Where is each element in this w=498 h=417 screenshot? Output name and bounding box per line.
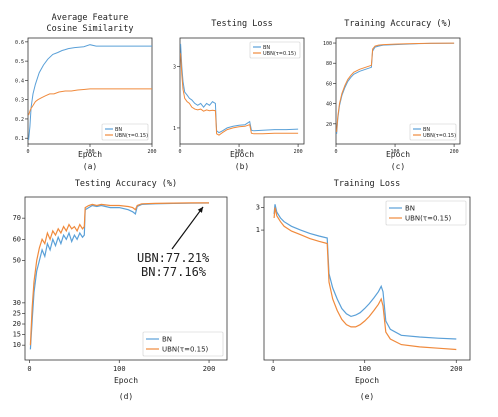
series-line-bn — [273, 204, 457, 340]
y-tick-label: 20 — [13, 320, 21, 328]
legend-label-bn: BN — [423, 127, 430, 133]
chart-title: Average Feature — [52, 13, 129, 23]
legend-box — [142, 331, 224, 357]
y-tick-label: 3 — [173, 65, 176, 71]
chart-title: Training Accuracy (%) — [344, 19, 451, 29]
series-line-bn — [336, 42, 455, 134]
legend-box — [385, 200, 467, 226]
x-tick-label: 0 — [178, 149, 181, 155]
final-accuracy-annotation: UBN:77.21%BN:77.16% — [137, 206, 210, 279]
legend-box — [249, 41, 301, 59]
y-tick-label: 0.3 — [15, 98, 24, 104]
annotation-arrow — [171, 206, 204, 250]
x-axis-label: Epoch — [230, 150, 254, 159]
chart-title: Cosine Similarity — [47, 24, 134, 34]
series-line-ubn — [28, 88, 152, 116]
chart-b: Testing Loss 0 100 200 1 3 Epoch (b) BNUBN(τ=0.1… — [173, 19, 305, 171]
panel-caption: (d) — [119, 392, 133, 401]
series-line-bn — [180, 43, 299, 134]
y-tick-label: 15 — [13, 331, 21, 339]
legend-label-bn: BN — [115, 127, 122, 133]
legend-label-ubn: UBN(τ=0.15) — [423, 133, 456, 139]
y-tick-label: 30 — [13, 299, 21, 307]
y-tick-label: 0.2 — [15, 117, 24, 123]
y-tick-label: 3 — [256, 204, 260, 212]
plot-frame — [263, 196, 471, 361]
y-tick-label: 10 — [13, 341, 21, 349]
y-tick-label: 100 — [323, 41, 332, 47]
y-tick-label: 80 — [326, 61, 332, 67]
series-line-ubn — [336, 42, 455, 132]
y-tick-label: 60 — [326, 81, 332, 87]
y-tick-label: 20 — [326, 122, 332, 128]
x-tick-label: 200 — [147, 149, 156, 155]
annotation-arrowhead — [197, 206, 204, 213]
legend-box — [101, 123, 149, 141]
annotation-ubn-text: UBN:77.21% — [137, 251, 210, 265]
x-axis-label: Epoch — [386, 150, 410, 159]
x-tick-label: 100 — [391, 149, 400, 155]
y-tick-label: 70 — [13, 214, 21, 222]
y-tick-label: 0.1 — [15, 136, 24, 142]
legend-label-bn: BN — [162, 336, 172, 344]
x-tick-label: 100 — [85, 149, 94, 155]
series-line-ubn — [180, 53, 299, 136]
panel-caption: (e) — [360, 392, 374, 401]
y-tick-label: 0.4 — [15, 78, 24, 84]
legend-label-ubn: UBN(τ=0.15) — [162, 346, 209, 354]
y-tick-label: 25 — [13, 309, 21, 317]
x-tick-label: 100 — [113, 365, 126, 373]
plot-frame — [24, 196, 228, 361]
panel-caption: (a) — [83, 162, 97, 171]
x-axis-label: Epoch — [78, 150, 102, 159]
x-tick-label: 100 — [235, 149, 244, 155]
y-tick-label: 0.5 — [15, 59, 24, 65]
series-line-bn — [28, 44, 152, 141]
panel-caption: (b) — [235, 162, 249, 171]
y-tick-label: 60 — [13, 235, 21, 243]
x-tick-label: 200 — [450, 365, 463, 373]
chart-e: Training Loss 0 100 200 1 3 Epoch (e) BN UBN(τ=0.… — [256, 179, 471, 401]
chart-d: Testing Accuracy (%) 0 100 200 10 15 20 25 30 50 6… — [13, 179, 228, 401]
y-tick-label: 50 — [13, 257, 21, 265]
x-tick-label: 200 — [203, 365, 216, 373]
x-axis-label: Epoch — [114, 376, 138, 385]
series-line-ubn — [29, 202, 209, 346]
x-tick-label: 100 — [358, 365, 371, 373]
x-tick-label: 0 — [334, 149, 337, 155]
y-tick-label: 40 — [326, 102, 332, 108]
x-tick-label: 0 — [27, 365, 31, 373]
annotation-bn-text: BN:77.16% — [141, 265, 207, 279]
x-tick-label: 0 — [271, 365, 275, 373]
plot-frame — [335, 37, 461, 145]
series-line-bn — [29, 202, 210, 350]
chart-title: Training Loss — [334, 179, 401, 189]
legend-label-ubn: UBN(τ=0.15) — [405, 215, 452, 223]
legend: BN UBN(τ=0.15) — [142, 331, 224, 357]
x-tick-label: 200 — [294, 149, 303, 155]
x-tick-label: 0 — [26, 149, 29, 155]
x-axis-label: Epoch — [355, 376, 379, 385]
y-tick-label: 1 — [173, 126, 176, 132]
legend-box — [409, 123, 457, 141]
legend-label-ubn: UBN(τ=0.15) — [115, 133, 148, 139]
y-tick-label: 0.6 — [15, 40, 24, 46]
y-tick-label: 1 — [256, 226, 260, 234]
legend: BN UBN(τ=0.15) — [385, 200, 467, 226]
panel-caption: (c) — [391, 162, 405, 171]
legend-label-bn: BN — [405, 205, 415, 213]
chart-c: Training Accuracy (%)0 100 20020406080100E… — [323, 19, 461, 171]
chart-title: Testing Accuracy (%) — [75, 179, 177, 189]
chart-title: Testing Loss — [211, 19, 272, 29]
legend-label-bn: BN — [263, 45, 270, 51]
series-line-ubn — [273, 207, 457, 351]
legend-label-ubn: UBN(τ=0.15) — [263, 51, 296, 57]
plot-frame — [179, 37, 305, 145]
x-tick-label: 200 — [450, 149, 459, 155]
